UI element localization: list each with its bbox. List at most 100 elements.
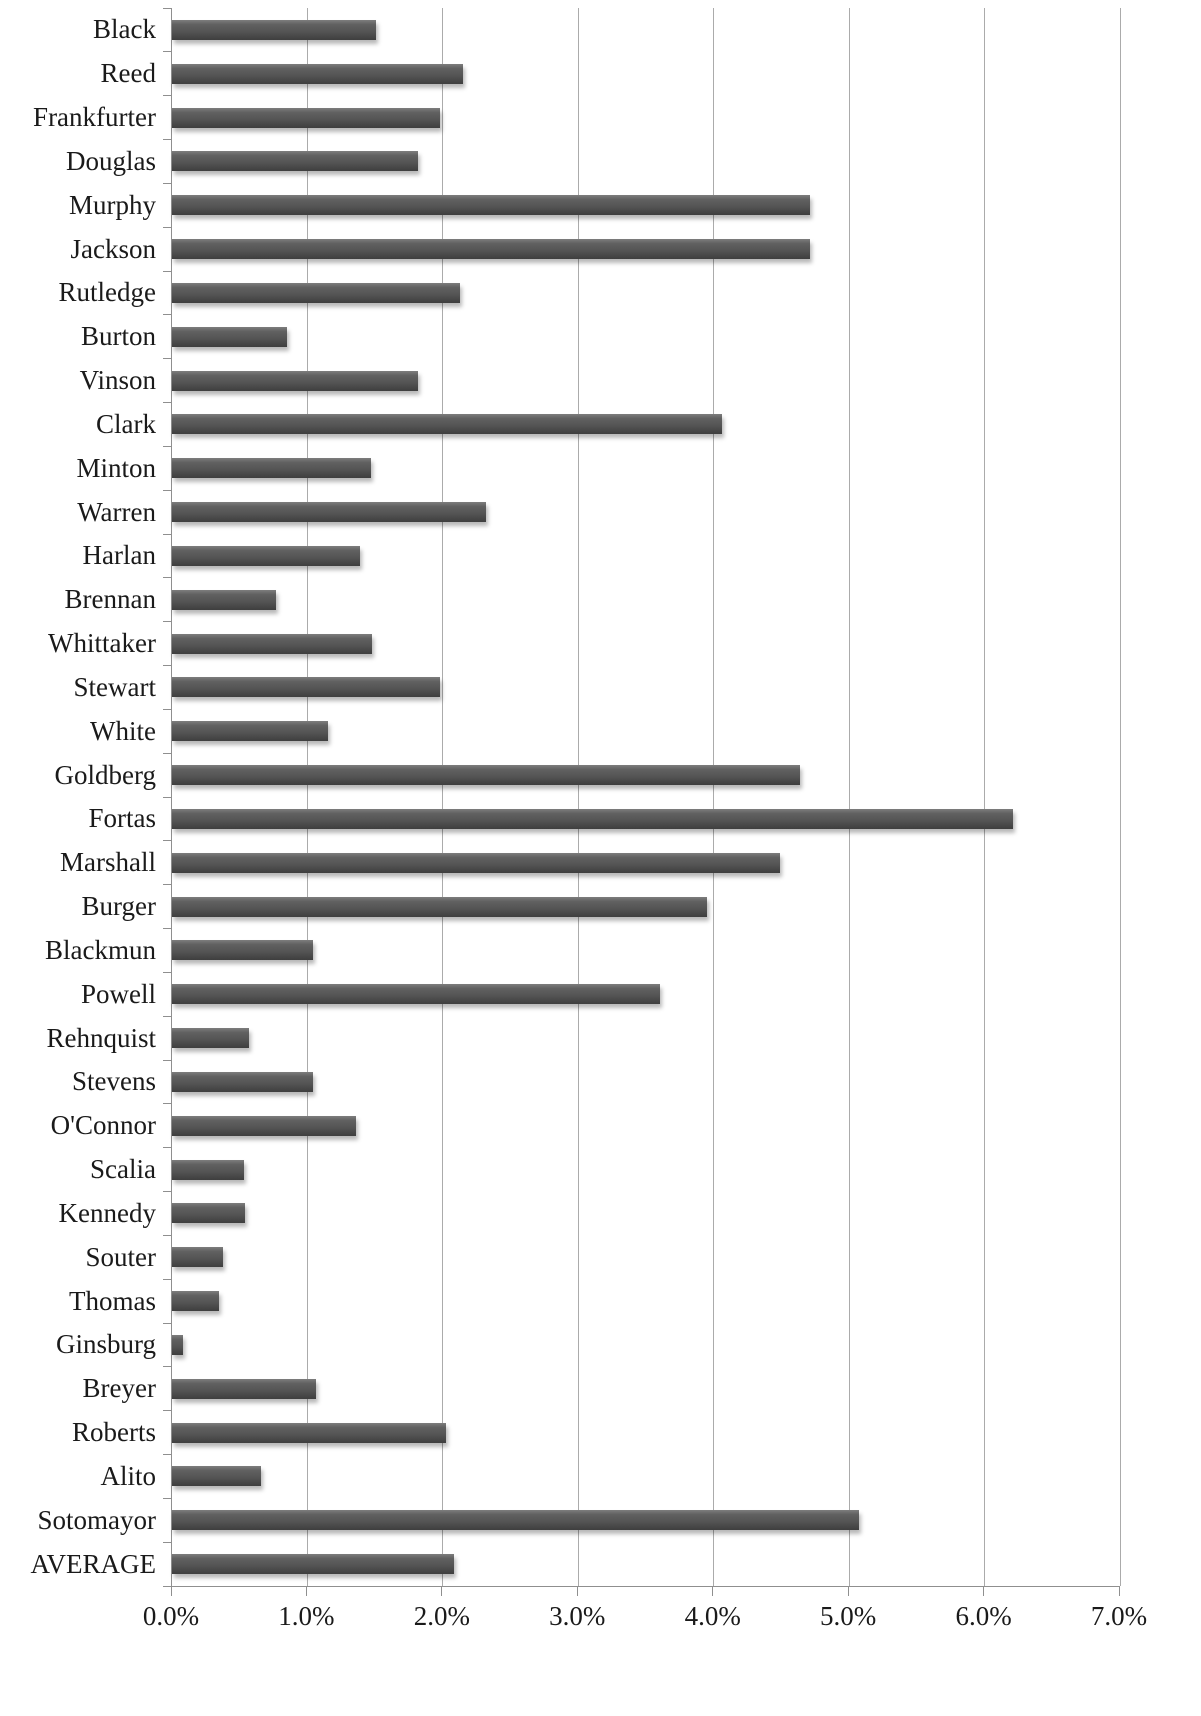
y-tick-mark	[163, 1191, 171, 1192]
category-label: AVERAGE	[30, 1548, 156, 1579]
bar-kennedy	[172, 1203, 246, 1224]
figure-note: Note: Data are from the Supreme Court Da…	[8, 1640, 1201, 1716]
y-tick-mark	[163, 402, 171, 403]
bar-rutledge	[172, 282, 461, 303]
y-tick-mark	[163, 1541, 171, 1543]
category-label: Burton	[80, 321, 156, 352]
category-label: Brennan	[64, 584, 156, 615]
gridline	[848, 8, 850, 1586]
category-label: Frankfurter	[33, 102, 156, 133]
y-tick-mark	[163, 182, 171, 184]
bar-oconnor	[172, 1115, 357, 1136]
bar-stevens	[172, 1071, 313, 1092]
y-tick-mark	[163, 928, 171, 929]
category-label: Jackson	[70, 233, 156, 264]
category-label: Rehnquist	[46, 1022, 156, 1053]
y-tick-mark	[163, 1234, 171, 1236]
y-tick-mark	[163, 1454, 171, 1455]
plot-area	[171, 8, 1121, 1587]
bar-alito	[172, 1466, 262, 1487]
bar-breyer	[172, 1378, 316, 1399]
y-tick-mark	[163, 1103, 171, 1105]
y-tick-mark	[163, 1322, 171, 1324]
bar-goldberg	[172, 765, 801, 786]
y-tick-mark	[163, 884, 171, 886]
y-tick-mark	[163, 358, 171, 360]
bar-stewart	[172, 677, 441, 698]
bar-warren	[172, 502, 487, 523]
y-tick-mark	[163, 752, 171, 754]
bar-powell	[172, 984, 660, 1005]
gridline	[442, 8, 444, 1586]
bar-fortas	[172, 808, 1013, 829]
x-tick-label: 4.0%	[684, 1601, 741, 1631]
category-label: Black	[93, 14, 156, 45]
y-tick-mark	[163, 533, 171, 535]
category-label: Whittaker	[48, 628, 156, 659]
y-tick-mark	[163, 7, 171, 9]
category-label: White	[90, 715, 156, 746]
y-tick-mark	[163, 971, 171, 973]
x-tick-label: 7.0%	[1090, 1601, 1148, 1631]
bar-whittaker	[172, 633, 373, 654]
category-label: Sotomayor	[37, 1504, 157, 1535]
x-tick-label: 0.0%	[142, 1601, 200, 1631]
y-tick-mark	[163, 270, 171, 272]
bar-blackmun	[172, 940, 313, 961]
category-label: Murphy	[69, 189, 156, 220]
x-tick-label: 1.0%	[278, 1601, 335, 1631]
category-label: Burger	[81, 891, 157, 922]
category-label: Warren	[77, 496, 156, 527]
category-label: Ginsburg	[55, 1329, 156, 1360]
x-tick-mark	[441, 1587, 443, 1596]
category-label: Stevens	[72, 1066, 156, 1097]
x-tick-mark	[847, 1587, 849, 1596]
category-label: Alito	[100, 1460, 156, 1491]
y-tick-mark	[163, 1015, 171, 1017]
category-label: Scalia	[90, 1154, 156, 1185]
bar-white	[172, 721, 328, 742]
category-label: Clark	[96, 408, 156, 439]
x-tick-label: 5.0%	[820, 1601, 877, 1631]
bar-harlan	[172, 545, 361, 566]
bar-frankfurter	[172, 107, 441, 128]
bar-rehnquist	[172, 1028, 250, 1049]
y-tick-mark	[163, 445, 171, 447]
y-tick-mark	[163, 139, 171, 140]
y-tick-mark	[163, 708, 171, 710]
category-label: O'Connor	[50, 1110, 156, 1141]
bar-murphy	[172, 195, 810, 216]
x-tick-mark	[712, 1587, 714, 1596]
y-tick-mark	[163, 621, 171, 623]
bar-burger	[172, 896, 707, 917]
category-label: Fortas	[88, 803, 157, 834]
bar-marshall	[172, 852, 781, 873]
bar-black	[172, 19, 377, 40]
y-tick-mark	[163, 840, 171, 842]
y-tick-mark	[163, 95, 171, 97]
bar-ginsburg	[172, 1334, 183, 1355]
bar-reed	[172, 63, 464, 84]
category-label: Powell	[80, 978, 156, 1009]
y-tick-mark	[163, 796, 171, 798]
x-tick-mark	[1118, 1587, 1120, 1596]
category-label: Harlan	[82, 540, 156, 571]
category-label: Reed	[100, 58, 156, 89]
bar-brennan	[172, 589, 277, 610]
category-label: Goldberg	[54, 759, 157, 790]
y-tick-mark	[163, 1497, 171, 1499]
bar-burton	[172, 326, 288, 347]
y-tick-mark	[163, 577, 171, 579]
gridline	[713, 8, 715, 1586]
y-tick-mark	[163, 1059, 171, 1061]
y-tick-mark	[163, 1410, 171, 1412]
category-label: Minton	[76, 452, 156, 483]
x-tick-mark	[983, 1587, 985, 1596]
category-label: Roberts	[72, 1417, 156, 1448]
gridline	[306, 8, 308, 1586]
category-label: Kennedy	[58, 1197, 156, 1228]
x-tick-label: 3.0%	[549, 1601, 606, 1631]
bar-thomas	[172, 1291, 220, 1312]
category-label: Douglas	[66, 145, 156, 176]
